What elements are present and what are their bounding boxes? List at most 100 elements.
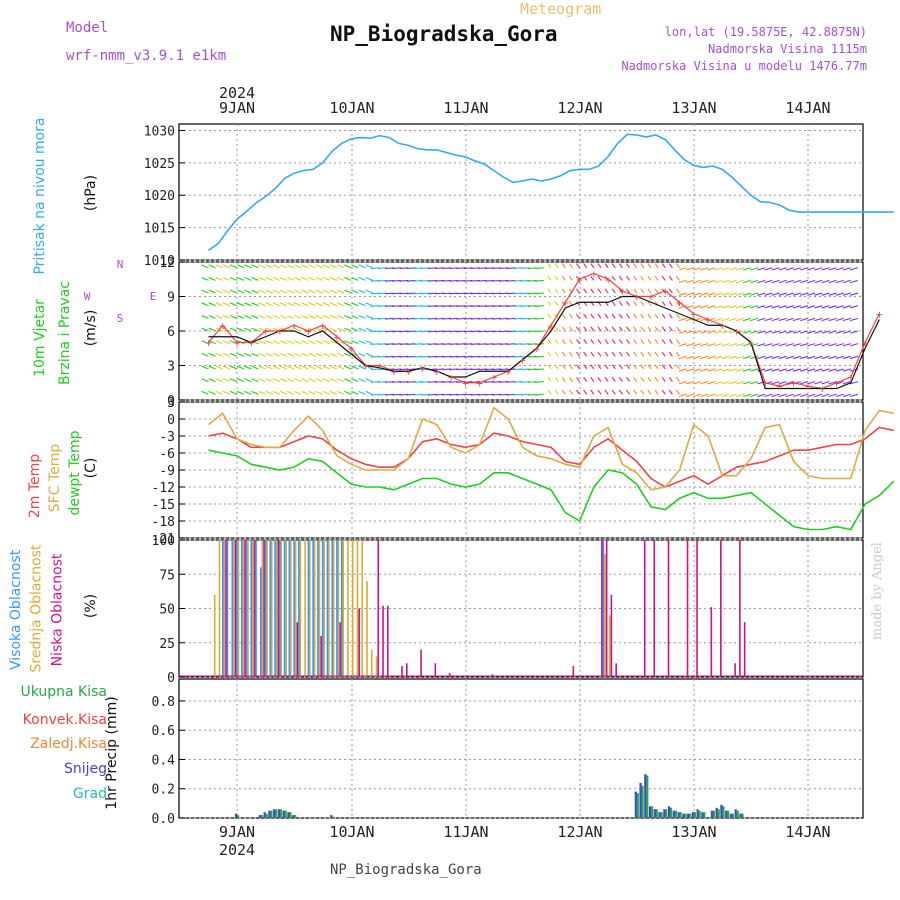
wind-barb: [222, 264, 231, 269]
total-precip-bar: [731, 813, 735, 818]
wind-barb: [764, 279, 773, 284]
wind-barb: [527, 343, 537, 345]
wind-barb: [668, 288, 673, 294]
wind-barb: [351, 378, 359, 383]
wind-barb: [477, 279, 487, 282]
wind-barb: [365, 327, 373, 332]
wind-barb: [828, 368, 837, 372]
wind-barb: [527, 381, 537, 383]
wind-barb: [568, 275, 573, 281]
wind-barb: [707, 368, 716, 372]
wind-barb: [626, 313, 631, 319]
top-day-label: 12JAN: [557, 99, 602, 117]
wind-barb: [485, 317, 494, 320]
wind-barb: [618, 275, 623, 281]
wind-barb: [721, 279, 730, 284]
wind-barb: [640, 275, 645, 281]
wind-barb: [771, 381, 780, 385]
wind-barb: [647, 275, 652, 281]
wind-barb: [237, 277, 245, 281]
wind-barb: [406, 330, 416, 333]
wind-barb: [561, 275, 566, 281]
wind-barb: [463, 292, 473, 295]
wind-barb: [272, 340, 281, 345]
wind-barb: [633, 275, 638, 281]
wind-barb: [604, 389, 609, 395]
wind-speed-marker: +: [305, 325, 312, 338]
wind-speed-marker: +: [505, 365, 512, 378]
wind-barb: [351, 302, 359, 307]
wind-barb: [778, 317, 787, 322]
wind-barb: [229, 302, 238, 307]
snow-bar: [658, 812, 661, 818]
wind-barb: [286, 289, 295, 294]
wind-barb: [265, 314, 273, 319]
wind-barb: [842, 330, 851, 334]
wind-barb: [828, 355, 837, 360]
wind-barb: [700, 279, 709, 284]
wind-barb: [714, 330, 723, 334]
wind-barb: [344, 327, 352, 332]
wind-barb: [294, 327, 302, 332]
station-title: NP_Biogradska_Gora: [330, 22, 558, 46]
wind-barb: [392, 317, 402, 320]
wind-barb: [700, 393, 709, 398]
wind-barb: [442, 355, 452, 358]
wind-barb: [685, 292, 694, 296]
wind-barb: [201, 277, 209, 281]
wind-barb: [222, 302, 231, 307]
total-precip-bar: [736, 810, 739, 818]
bottom-day-label: 11JAN: [443, 823, 488, 841]
wind-barb: [506, 292, 516, 295]
wind-barb: [785, 317, 794, 322]
wind-barb: [351, 365, 359, 370]
wind-barb: [618, 377, 623, 382]
wind-barb: [728, 317, 737, 322]
wind-barb: [654, 389, 659, 395]
snow-bar: [739, 813, 742, 818]
wind-barb: [463, 267, 473, 270]
wind-barb: [654, 377, 659, 382]
wind-barb: [258, 264, 266, 269]
wind-barb: [456, 343, 466, 345]
wind-barb: [336, 264, 345, 269]
wind-barb: [208, 289, 216, 294]
precip-tick-label: 0.8: [152, 695, 175, 710]
snow-bar: [263, 812, 266, 818]
wind-barb: [251, 365, 259, 370]
wind-barb: [547, 351, 552, 357]
wind-speed-marker: +: [319, 319, 326, 332]
wind-barb: [329, 365, 338, 370]
wind-speed-marker: +: [277, 325, 284, 338]
wind-barb: [535, 305, 544, 308]
wind-barb: [561, 326, 566, 332]
top-day-label: 13JAN: [671, 99, 716, 117]
wind-barb: [392, 305, 402, 308]
wind-barb: [329, 264, 338, 269]
wind-barb: [427, 305, 437, 308]
wind-barb: [258, 327, 266, 332]
wind-barb: [420, 317, 430, 320]
wind-barb: [814, 393, 823, 398]
wind-barb: [272, 378, 281, 383]
wind-barb: [757, 292, 766, 296]
total-precip-bar: [665, 809, 668, 818]
wind-barb: [597, 288, 602, 294]
wind-barb: [618, 326, 623, 332]
snow-bar: [648, 806, 652, 818]
wind-barb: [692, 330, 702, 334]
total-precip-bar: [655, 809, 658, 818]
wind-barb: [626, 351, 631, 357]
wind-barb: [771, 343, 780, 347]
wind-barb: [654, 288, 659, 294]
wind-barb: [685, 355, 694, 360]
wind-barb: [463, 305, 473, 308]
wind-barb: [700, 292, 709, 296]
wind-barb: [692, 343, 702, 347]
wind-barb: [668, 301, 673, 307]
wind-barb: [442, 343, 452, 345]
snow-bar: [734, 809, 737, 818]
wind-barb: [626, 326, 631, 332]
wind-barb: [821, 267, 830, 271]
